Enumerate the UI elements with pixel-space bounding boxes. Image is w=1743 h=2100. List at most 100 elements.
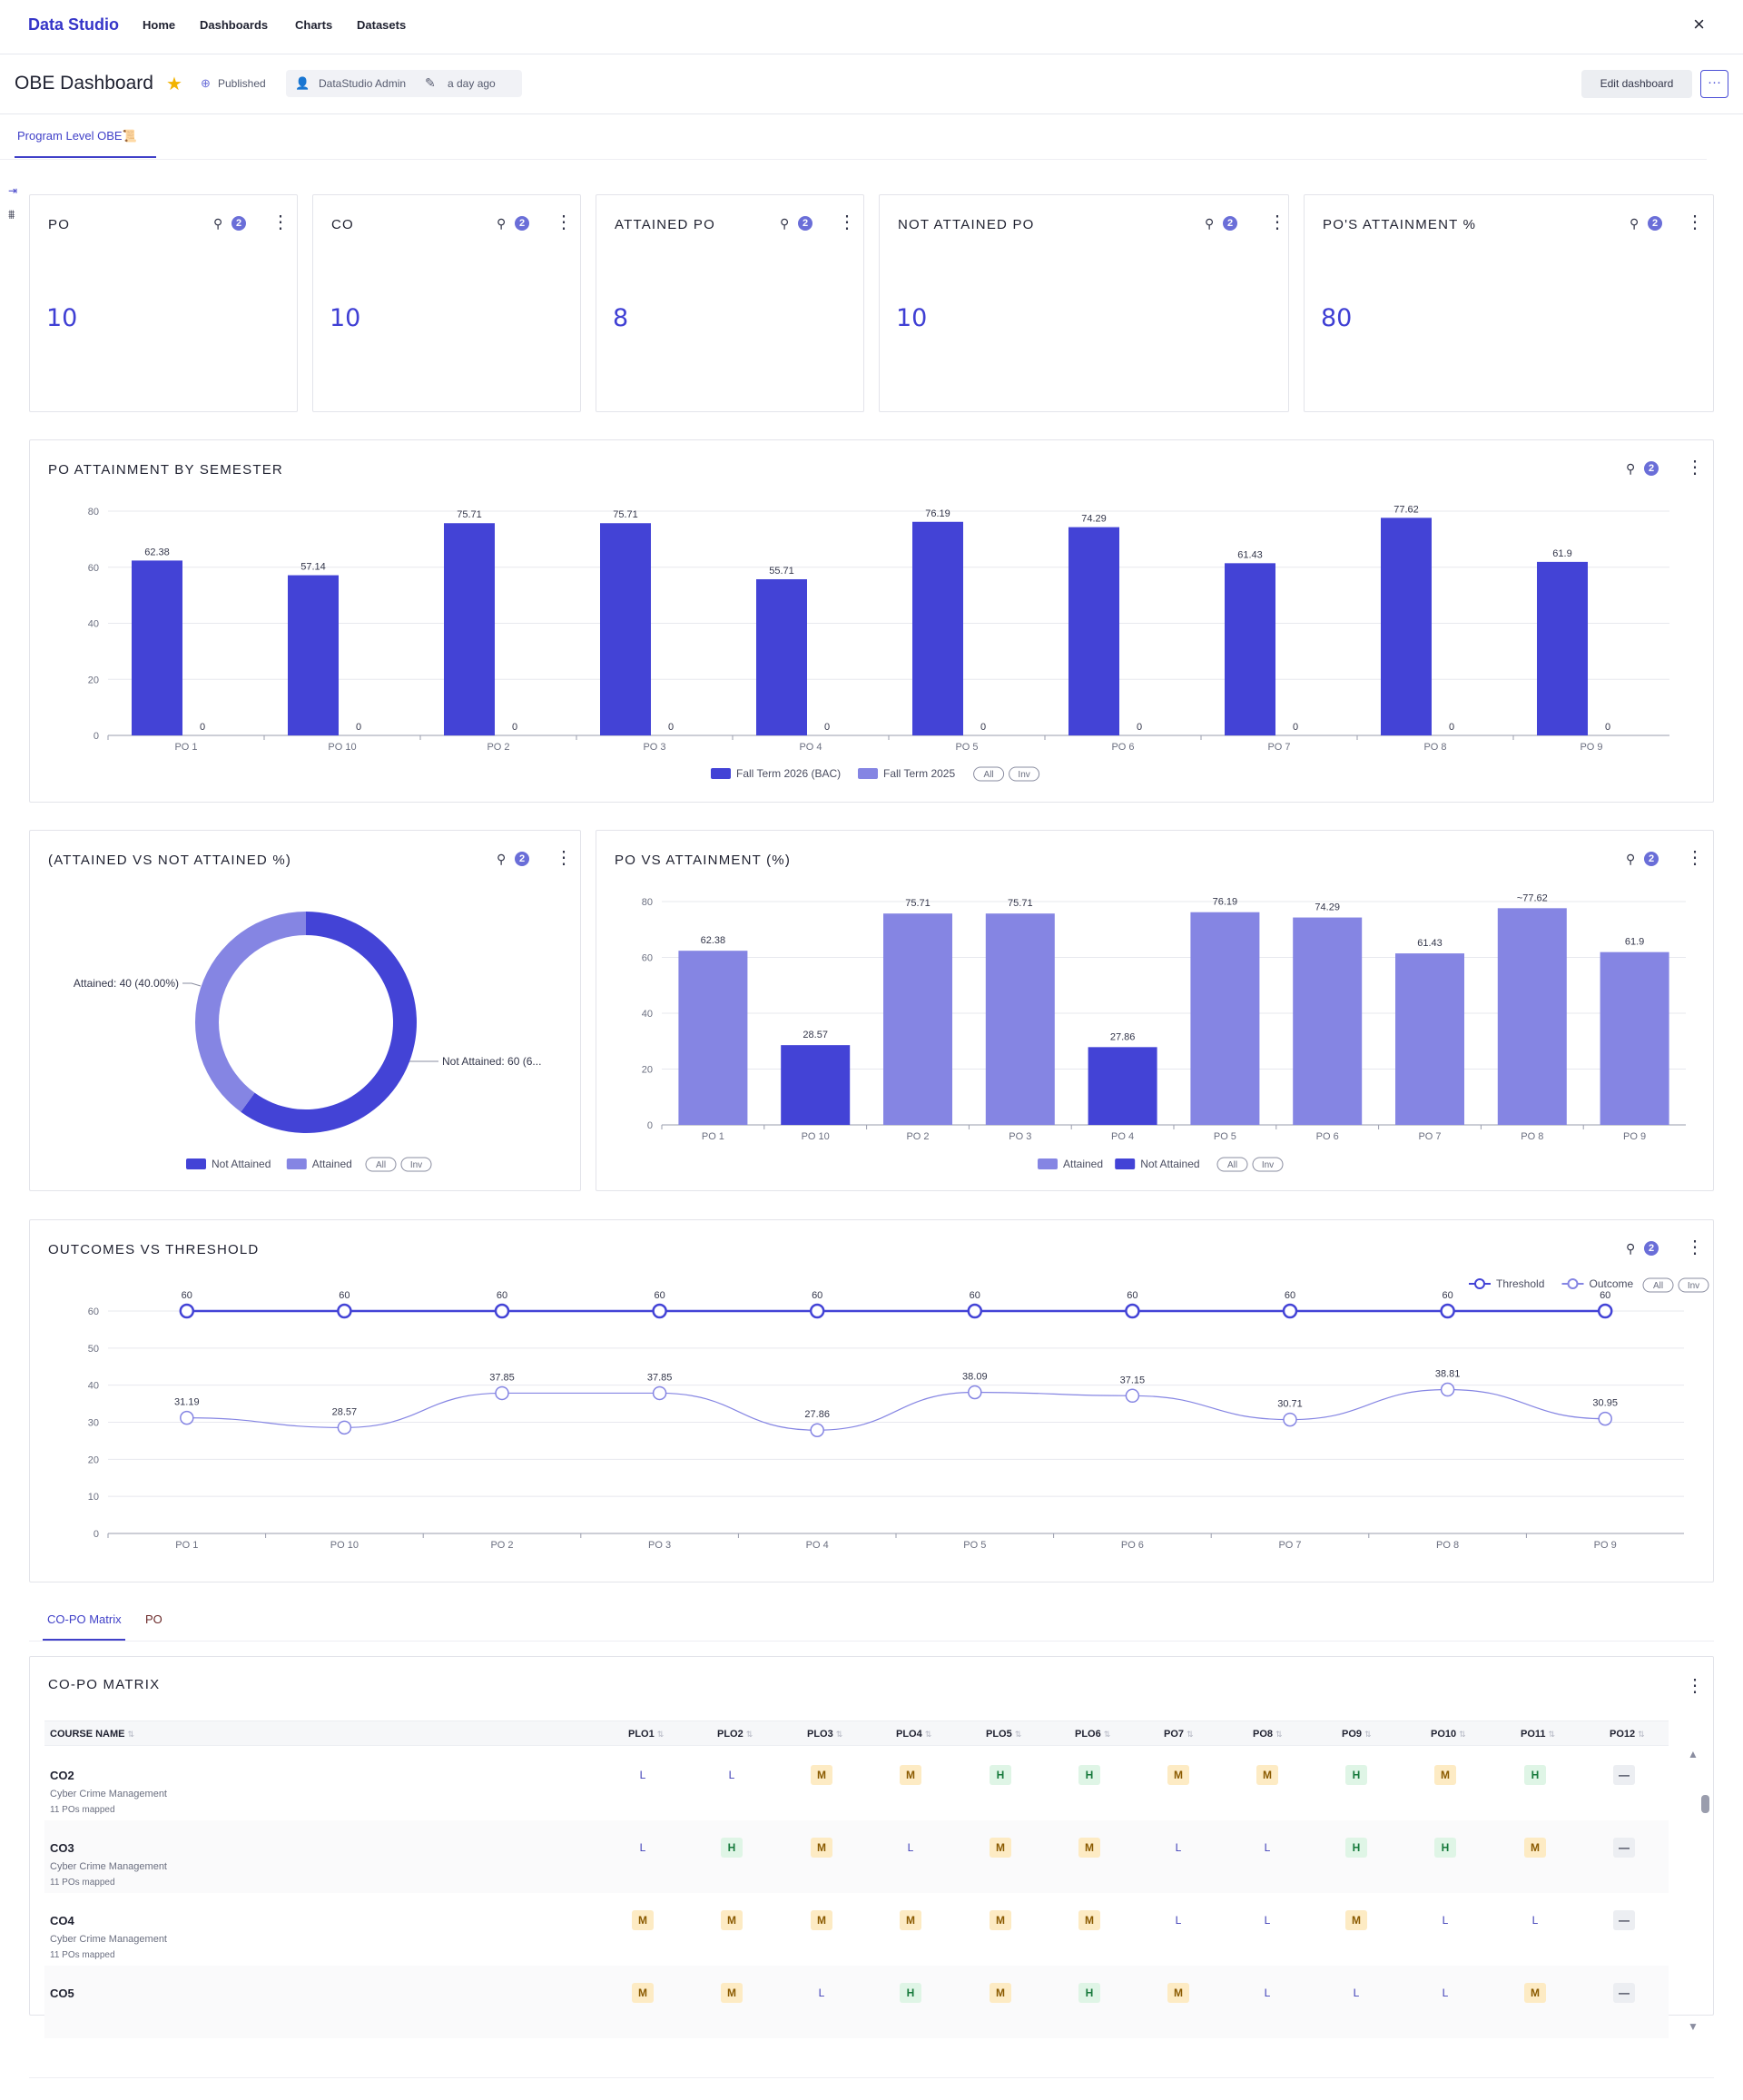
data-label: ~77.62: [1517, 892, 1548, 903]
course-name: Cyber Crime Management: [50, 1789, 167, 1799]
filter-indicator[interactable]: ⚲ 2: [1620, 849, 1668, 869]
card-menu-icon[interactable]: ⋮: [1686, 1676, 1704, 1696]
column-header-plo1[interactable]: PLO1 ⇅: [628, 1729, 665, 1740]
legend-invert-toggle: Inv: [1018, 770, 1029, 780]
sort-icon[interactable]: ⇅: [1103, 1730, 1111, 1739]
scrollbar-thumb[interactable]: [1701, 1795, 1709, 1813]
sort-icon[interactable]: ⇅: [745, 1730, 753, 1739]
data-label: 77.62: [1393, 504, 1419, 515]
column-header-po7[interactable]: PO7 ⇅: [1164, 1729, 1194, 1740]
table-row[interactable]: CO2 Cyber Crime Management 11 POs mapped L L…: [44, 1748, 1669, 1820]
card-menu-icon[interactable]: ⋮: [1686, 1237, 1704, 1257]
y-tick-label: 40: [88, 1381, 99, 1392]
nav-dashboards[interactable]: Dashboards: [200, 18, 269, 32]
card-menu-icon[interactable]: ⋮: [1268, 212, 1286, 232]
subtab-divider: [29, 1641, 1714, 1642]
sort-icon[interactable]: ⇅: [835, 1730, 843, 1739]
filter-indicator[interactable]: ⚲ 2: [491, 849, 538, 869]
x-tick-label: PO 5: [963, 1540, 986, 1551]
owner-name: DataStudio Admin: [319, 77, 407, 90]
column-header-plo6[interactable]: PLO6 ⇅: [1075, 1729, 1111, 1740]
sort-icon[interactable]: ⇅: [1638, 1730, 1645, 1739]
tab-po[interactable]: PO: [145, 1612, 162, 1626]
data-point: [1598, 1411, 1612, 1426]
data-label: 75.71: [613, 509, 638, 520]
column-header-po12[interactable]: PO12 ⇅: [1610, 1729, 1645, 1740]
close-icon[interactable]: ×: [1693, 13, 1705, 35]
column-header-po8[interactable]: PO8 ⇅: [1253, 1729, 1283, 1740]
sort-icon[interactable]: ⇅: [1548, 1730, 1556, 1739]
kpi-value: 10: [896, 304, 928, 332]
nav-charts[interactable]: Charts: [295, 18, 333, 32]
legend-all-toggle-outline: [1216, 1157, 1248, 1172]
chart-card-po-vs-attainment: PO VS ATTAINMENT (%) ⚲ 2 ⋮ 0 20 40 60 80 62.38…: [596, 830, 1714, 1191]
card-menu-icon[interactable]: ⋮: [1686, 458, 1704, 478]
favorite-star-icon[interactable]: ★: [166, 74, 182, 94]
filter-indicator[interactable]: ⚲ 2: [1620, 458, 1668, 478]
more-actions-button[interactable]: ···: [1700, 70, 1728, 98]
filter-indicator[interactable]: ⚲ 2: [208, 213, 255, 233]
nav-datasets[interactable]: Datasets: [357, 18, 407, 32]
x-tick-label: PO 9: [1623, 1131, 1646, 1142]
scroll-down-icon[interactable]: ▼: [1688, 2020, 1699, 2033]
edit-dashboard-button[interactable]: Edit dashboard: [1581, 70, 1692, 98]
card-menu-icon[interactable]: ⋮: [271, 212, 290, 232]
filter-indicator[interactable]: ⚲ 2: [491, 213, 538, 233]
card-menu-icon[interactable]: ⋮: [1686, 212, 1704, 232]
data-label: 75.71: [905, 898, 931, 909]
status-badge[interactable]: Published: [218, 77, 266, 90]
sort-icon[interactable]: ⇅: [656, 1730, 665, 1739]
tab-co-po-matrix[interactable]: CO-PO Matrix: [47, 1612, 122, 1626]
column-header-course-name[interactable]: COURSE NAME ⇅: [50, 1729, 135, 1740]
filter-indicator[interactable]: ⚲ 2: [1620, 1238, 1668, 1258]
column-header-po11[interactable]: PO11 ⇅: [1521, 1729, 1556, 1740]
co-po-matrix-card: CO-PO MATRIX ⋮ COURSE NAME ⇅ PLO1 ⇅ PLO2 ⇅ PLO…: [29, 1656, 1714, 2038]
sort-icon[interactable]: ⇅: [127, 1730, 135, 1739]
mapped-count: 11 POs mapped: [50, 1805, 115, 1815]
brand-logo[interactable]: Data Studio: [28, 15, 120, 34]
legend-invert-toggle: Inv: [1688, 1281, 1699, 1291]
table-row[interactable]: CO3 Cyber Crime Management 11 POs mapped L H…: [44, 1820, 1669, 1893]
tab-program-level-obe[interactable]: Program Level OBE📜: [17, 129, 137, 143]
x-tick-label: PO 3: [1009, 1131, 1031, 1142]
sort-icon[interactable]: ⇅: [1459, 1730, 1466, 1739]
column-header-plo5[interactable]: PLO5 ⇅: [986, 1729, 1022, 1740]
legend-item: Not Attained: [212, 1158, 271, 1170]
y-tick-label: 60: [642, 953, 653, 964]
filter-indicator[interactable]: ⚲ 2: [1199, 213, 1246, 233]
legend-invert-toggle: Inv: [410, 1160, 422, 1170]
sort-icon[interactable]: ⇅: [924, 1730, 932, 1739]
data-label: 75.71: [1008, 898, 1033, 909]
table-row[interactable]: CO5 M M L H M H M L L L M —: [44, 1966, 1669, 2038]
sort-icon[interactable]: ⇅: [1014, 1730, 1022, 1739]
column-header-po10[interactable]: PO10 ⇅: [1431, 1729, 1466, 1740]
scroll-up-icon[interactable]: ▲: [1688, 1748, 1699, 1760]
table-row[interactable]: CO4 Cyber Crime Management 11 POs mapped M M…: [44, 1893, 1669, 1966]
x-tick-label: PO 7: [1278, 1540, 1301, 1551]
bar: [756, 578, 807, 735]
filter-panel-icon[interactable]: ⩩: [8, 207, 15, 222]
card-menu-icon[interactable]: ⋮: [555, 848, 573, 868]
bar: [1293, 917, 1363, 1125]
column-header-plo4[interactable]: PLO4 ⇅: [896, 1729, 932, 1740]
x-tick-label: PO 1: [175, 1540, 198, 1551]
column-header-plo2[interactable]: PLO2 ⇅: [717, 1729, 753, 1740]
card-menu-icon[interactable]: ⋮: [1686, 848, 1704, 868]
data-label: 0: [512, 722, 517, 733]
sort-icon[interactable]: ⇅: [1364, 1730, 1372, 1739]
sort-icon[interactable]: ⇅: [1275, 1730, 1283, 1739]
course-code: CO4: [50, 1914, 74, 1927]
card-title: NOT ATTAINED PO: [898, 217, 1035, 232]
sort-icon[interactable]: ⇅: [1187, 1730, 1194, 1739]
expand-panel-icon[interactable]: ⇥: [8, 184, 18, 197]
card-menu-icon[interactable]: ⋮: [555, 212, 573, 232]
nav-home[interactable]: Home: [143, 18, 176, 32]
filter-indicator[interactable]: ⚲ 2: [774, 213, 822, 233]
column-header-po9[interactable]: PO9 ⇅: [1342, 1729, 1372, 1740]
y-tick-label: 0: [94, 731, 99, 742]
column-header-plo3[interactable]: PLO3 ⇅: [807, 1729, 843, 1740]
data-label: 28.57: [332, 1406, 358, 1417]
filter-indicator[interactable]: ⚲ 2: [1624, 213, 1671, 233]
card-menu-icon[interactable]: ⋮: [838, 212, 856, 232]
